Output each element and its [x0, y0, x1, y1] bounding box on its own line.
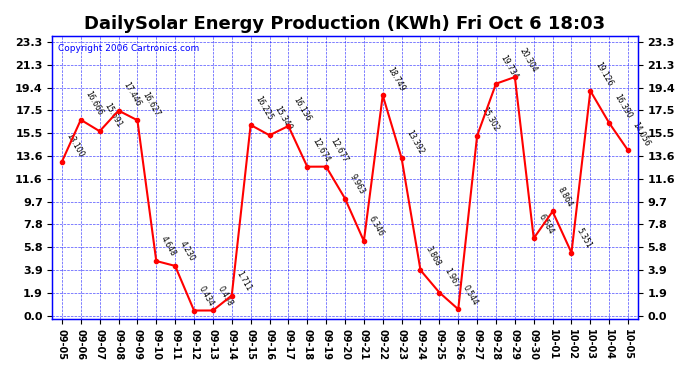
- Text: 1.967: 1.967: [442, 266, 461, 290]
- Text: 5.351: 5.351: [574, 226, 593, 250]
- Text: 18.749: 18.749: [386, 65, 406, 93]
- Text: 15.691: 15.691: [102, 101, 124, 129]
- Text: 16.225: 16.225: [253, 95, 275, 122]
- Text: 14.056: 14.056: [631, 120, 652, 148]
- Text: 16.390: 16.390: [612, 93, 633, 120]
- Text: 16.627: 16.627: [140, 90, 161, 117]
- Text: 15.302: 15.302: [480, 106, 501, 133]
- Text: 13.392: 13.392: [404, 128, 426, 156]
- Text: 3.868: 3.868: [423, 244, 442, 267]
- Text: 4.230: 4.230: [178, 240, 197, 263]
- Text: 15.349: 15.349: [273, 105, 293, 132]
- Text: 9.963: 9.963: [348, 172, 366, 196]
- Text: 17.446: 17.446: [121, 80, 142, 108]
- Text: 12.677: 12.677: [329, 136, 350, 164]
- Text: 6.584: 6.584: [537, 212, 555, 236]
- Title: DailySolar Energy Production (KWh) Fri Oct 6 18:03: DailySolar Energy Production (KWh) Fri O…: [84, 15, 606, 33]
- Text: 0.544: 0.544: [461, 283, 480, 306]
- Text: 6.346: 6.346: [366, 215, 386, 238]
- Text: 0.434: 0.434: [197, 284, 215, 308]
- Text: 1.711: 1.711: [235, 270, 253, 293]
- Text: 8.864: 8.864: [555, 186, 574, 209]
- Text: 4.648: 4.648: [159, 235, 178, 258]
- Text: 0.438: 0.438: [216, 284, 235, 308]
- Text: 20.304: 20.304: [518, 47, 539, 74]
- Text: 12.674: 12.674: [310, 136, 331, 164]
- Text: 16.136: 16.136: [291, 96, 312, 123]
- Text: 16.666: 16.666: [83, 90, 105, 117]
- Text: 19.126: 19.126: [593, 61, 614, 88]
- Text: 13.100: 13.100: [65, 132, 86, 159]
- Text: 19.734: 19.734: [499, 53, 520, 81]
- Text: Copyright 2006 Cartronics.com: Copyright 2006 Cartronics.com: [59, 45, 199, 54]
